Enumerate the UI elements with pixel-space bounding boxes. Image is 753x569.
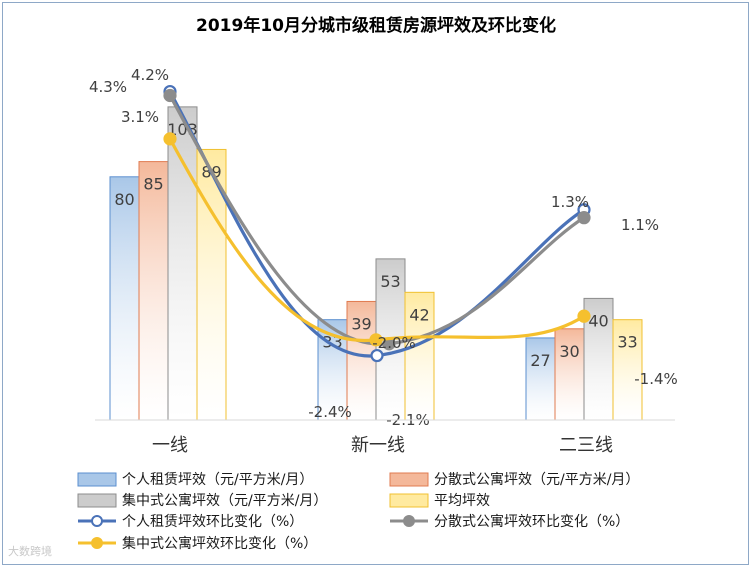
legend-marker [91,537,103,549]
legend-swatch [389,493,429,508]
legend-label: 个人租赁坪效（元/平方米/月） [122,472,313,488]
legend-label: 分散式公寓坪效环比变化（%） [434,513,629,530]
line-point [370,348,384,363]
line-point [577,211,591,225]
bar-1-一线 [109,176,140,421]
bar-3-一线 [167,106,198,421]
legend-marker [91,515,103,527]
category-label: 一线 [152,435,188,456]
bar-2-二三线 [554,328,585,421]
legend-label: 集中式公寓坪效环比变化（%） [122,535,317,552]
category-label: 新一线 [351,435,405,456]
line-value-label: 4.2% [131,66,169,84]
bar-value-label: 39 [351,314,371,333]
bar-4-新一线 [404,291,435,421]
line-value-label: 4.3% [89,78,127,96]
line-point [577,309,591,323]
legend-label: 平均坪效 [434,493,490,509]
legend-swatch [77,493,117,508]
bar-value-label: 40 [588,311,608,330]
bar-value-label: 80 [114,190,134,209]
line-value-label: -2.4% [308,403,352,421]
chart-title: 2019年10月分城市级租赁房源坪效及环比变化 [196,15,556,36]
legend-marker [403,515,415,527]
line-point [163,132,177,146]
line-point [163,88,177,103]
bar-value-label: 27 [530,351,550,370]
legend-label: 个人租赁坪效环比变化（%） [122,514,303,530]
line-point [369,333,383,347]
legend-label: 集中式公寓坪效（元/平方米/月） [122,492,327,509]
bar-value-label: 53 [380,272,400,291]
line-value-label: 3.1% [121,108,159,126]
line-value-label: -2.0% [372,334,416,352]
bar-value-label: 85 [143,175,163,194]
watermark-text: 大数跨境 [8,544,52,558]
line-value-label: -1.4% [634,370,678,388]
bar-value-label: 30 [559,342,579,361]
bar-2-一线 [138,161,169,421]
bar-value-label: 33 [617,333,637,352]
legend-swatch [77,472,117,487]
legend-label: 分散式公寓坪效（元/平方米/月） [434,471,639,488]
legend-swatch [389,472,429,487]
category-label: 二三线 [559,435,613,456]
line-series-3 [168,138,585,343]
line-value-label: 1.1% [621,216,659,234]
bar-4-二三线 [612,319,643,421]
bar-value-label: 42 [409,305,429,324]
line-value-label: 1.3% [551,193,589,211]
